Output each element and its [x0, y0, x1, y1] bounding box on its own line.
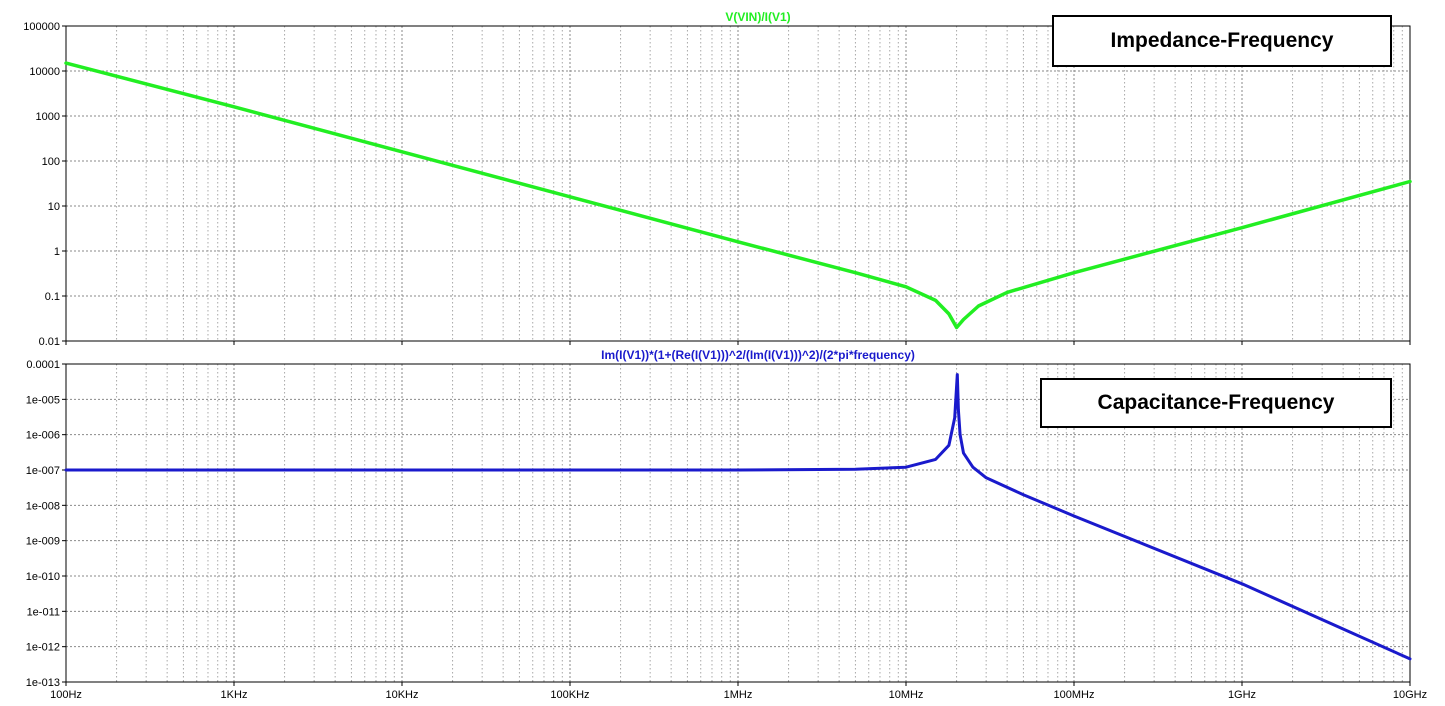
x-tick-label: 10GHz — [1393, 689, 1427, 701]
y-tick-label: 0.01 — [39, 336, 60, 348]
y-tick-label: 1e-009 — [26, 536, 60, 548]
y-tick-label: 10 — [48, 201, 60, 213]
y-tick-label: 1e-012 — [26, 642, 60, 654]
y-tick-label: 1e-011 — [27, 606, 60, 618]
y-tick-label: 1 — [54, 246, 60, 258]
series-line — [64, 373, 1412, 661]
impedance-pane: 0.01 0.1 1 10 100 1000 10000 100000 V(VIN)/I(V1) — [23, 10, 1412, 348]
series-line — [64, 61, 1412, 330]
y-tick-label: 1e-007 — [26, 465, 60, 477]
x-tick-label: 100Hz — [50, 689, 82, 701]
y-tick-label: 100000 — [23, 21, 60, 33]
y-tick-label: 1e-010 — [26, 571, 60, 583]
pane-title: V(VIN)/I(V1) — [725, 10, 790, 24]
y-tick-label: 1e-005 — [26, 394, 60, 406]
x-tick-label: 100KHz — [550, 689, 589, 701]
x-tick-label: 10KHz — [385, 689, 418, 701]
y-tick-label: 1e-008 — [26, 500, 60, 512]
grid — [66, 26, 1410, 341]
x-tick-label: 1GHz — [1228, 689, 1256, 701]
y-tick-label: 0.0001 — [26, 359, 60, 371]
capacitance-frequency-label: Capacitance-Frequency — [1040, 378, 1392, 428]
x-tick-label: 1MHz — [724, 689, 753, 701]
y-tick-label: 10000 — [29, 66, 60, 78]
x-tick-label: 1KHz — [221, 689, 248, 701]
x-tick-label: 100MHz — [1054, 689, 1095, 701]
impedance-frequency-label: Impedance-Frequency — [1052, 15, 1392, 67]
y-tick-label: 1000 — [36, 111, 60, 123]
y-tick-label: 1e-006 — [26, 430, 60, 442]
pane-title: Im(I(V1))*(1+(Re(I(V1)))^2/(Im(I(V1)))^2… — [601, 348, 915, 362]
y-tick-label: 100 — [42, 156, 60, 168]
x-tick-label: 10MHz — [889, 689, 924, 701]
y-tick-label: 0.1 — [45, 291, 60, 303]
y-tick-label: 1e-013 — [26, 677, 60, 689]
